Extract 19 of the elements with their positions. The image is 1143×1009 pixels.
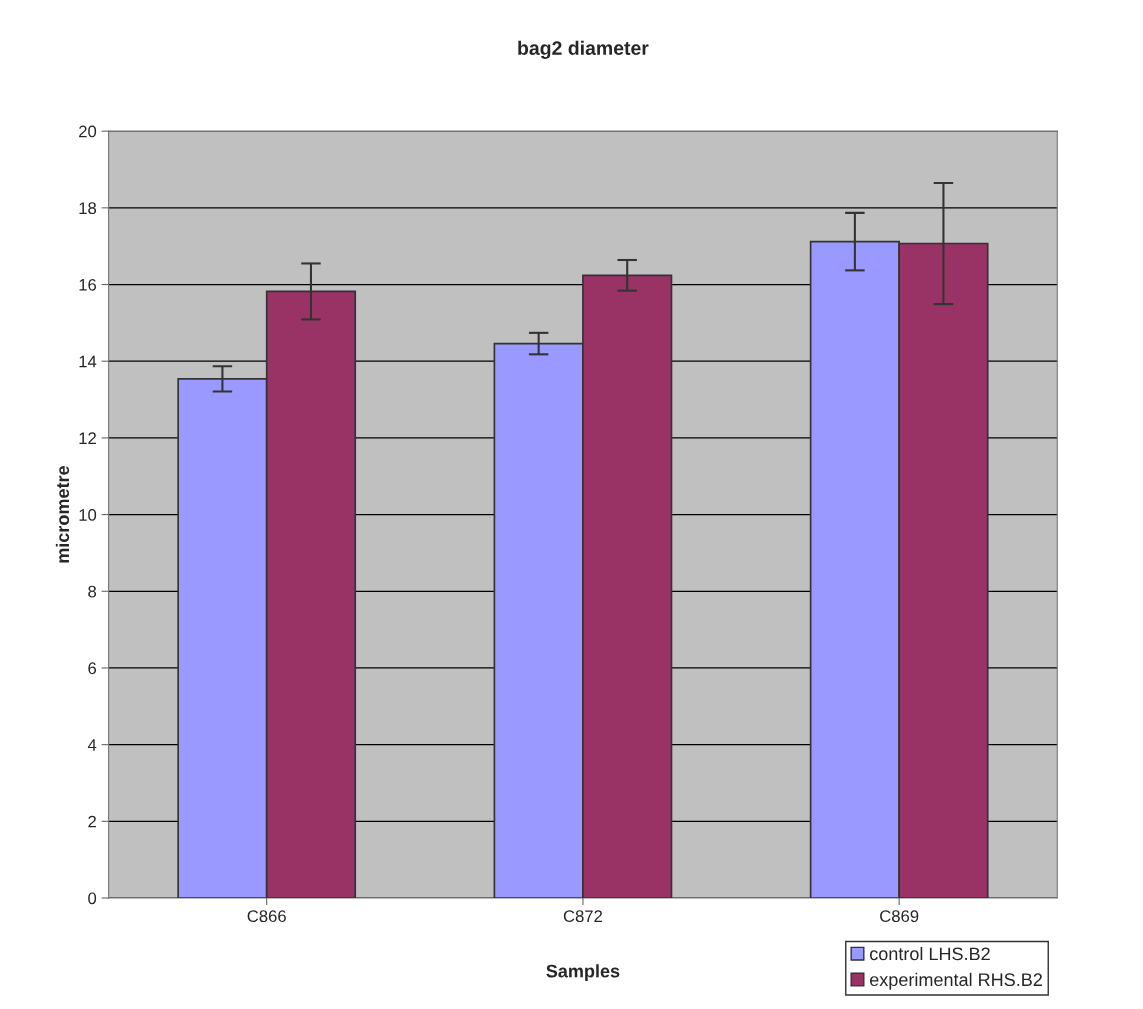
y-tick-label: 2 — [88, 815, 96, 828]
y-tick-label: 8 — [88, 585, 97, 598]
y-tick-label: 16 — [79, 278, 97, 291]
x-axis-title: Samples — [546, 964, 620, 982]
y-tick-label: 12 — [79, 432, 96, 444]
y-tick-label: 20 — [79, 125, 97, 138]
y-axis-title: micrometre — [55, 466, 70, 563]
y-tick-label: 6 — [88, 662, 97, 675]
x-tick-label: C869 — [880, 910, 919, 923]
legend-label: experimental RHS.B2 — [870, 972, 1042, 990]
x-tick-label: C866 — [247, 910, 286, 923]
y-tick-label: 0 — [88, 892, 97, 905]
y-tick-label: 18 — [79, 202, 97, 215]
x-tick-label: C872 — [563, 910, 603, 923]
chart-title: bag2 diameter — [518, 40, 649, 59]
legend-label: control LHS.B2 — [870, 946, 990, 961]
y-tick-label: 4 — [87, 739, 97, 751]
y-tick-label: 10 — [79, 508, 97, 521]
y-tick-label: 14 — [79, 355, 97, 368]
